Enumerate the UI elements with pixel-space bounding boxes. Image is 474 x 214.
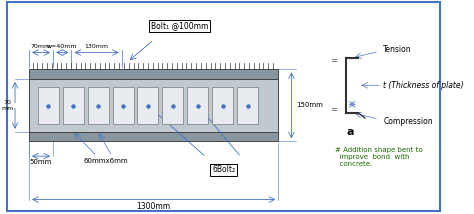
Bar: [163, 87, 183, 124]
Bar: [88, 87, 109, 124]
Bar: [63, 87, 84, 124]
Bar: [29, 69, 278, 79]
Bar: [29, 79, 278, 132]
Bar: [29, 132, 278, 141]
Text: # Addition shape bent to
  improve  bond  with
  concrete.: # Addition shape bent to improve bond wi…: [335, 147, 423, 167]
Bar: [212, 87, 233, 124]
Text: 1300mm: 1300mm: [137, 202, 171, 211]
Bar: [112, 87, 134, 124]
Text: =: =: [330, 56, 337, 65]
Text: Bolt₁ @100mm: Bolt₁ @100mm: [151, 22, 209, 31]
Bar: [237, 87, 258, 124]
Text: 130mm: 130mm: [84, 44, 109, 49]
Text: 50mm: 50mm: [30, 159, 52, 165]
Text: =: =: [330, 105, 337, 114]
FancyBboxPatch shape: [7, 2, 440, 211]
Text: 6Bolt₂: 6Bolt₂: [212, 165, 235, 174]
Bar: [137, 87, 158, 124]
Text: Compression: Compression: [383, 117, 433, 126]
Text: w=40mm: w=40mm: [47, 44, 78, 49]
Bar: [187, 87, 208, 124]
Text: 150mm: 150mm: [297, 102, 324, 108]
Text: 70mm: 70mm: [31, 44, 51, 49]
Text: Tension: Tension: [383, 45, 412, 54]
Bar: [38, 87, 59, 124]
Text: t (Thickness of plate): t (Thickness of plate): [383, 81, 464, 90]
Text: 60mmx6mm: 60mmx6mm: [83, 158, 128, 164]
Text: a: a: [346, 127, 354, 137]
Text: 70
mm: 70 mm: [1, 100, 13, 111]
